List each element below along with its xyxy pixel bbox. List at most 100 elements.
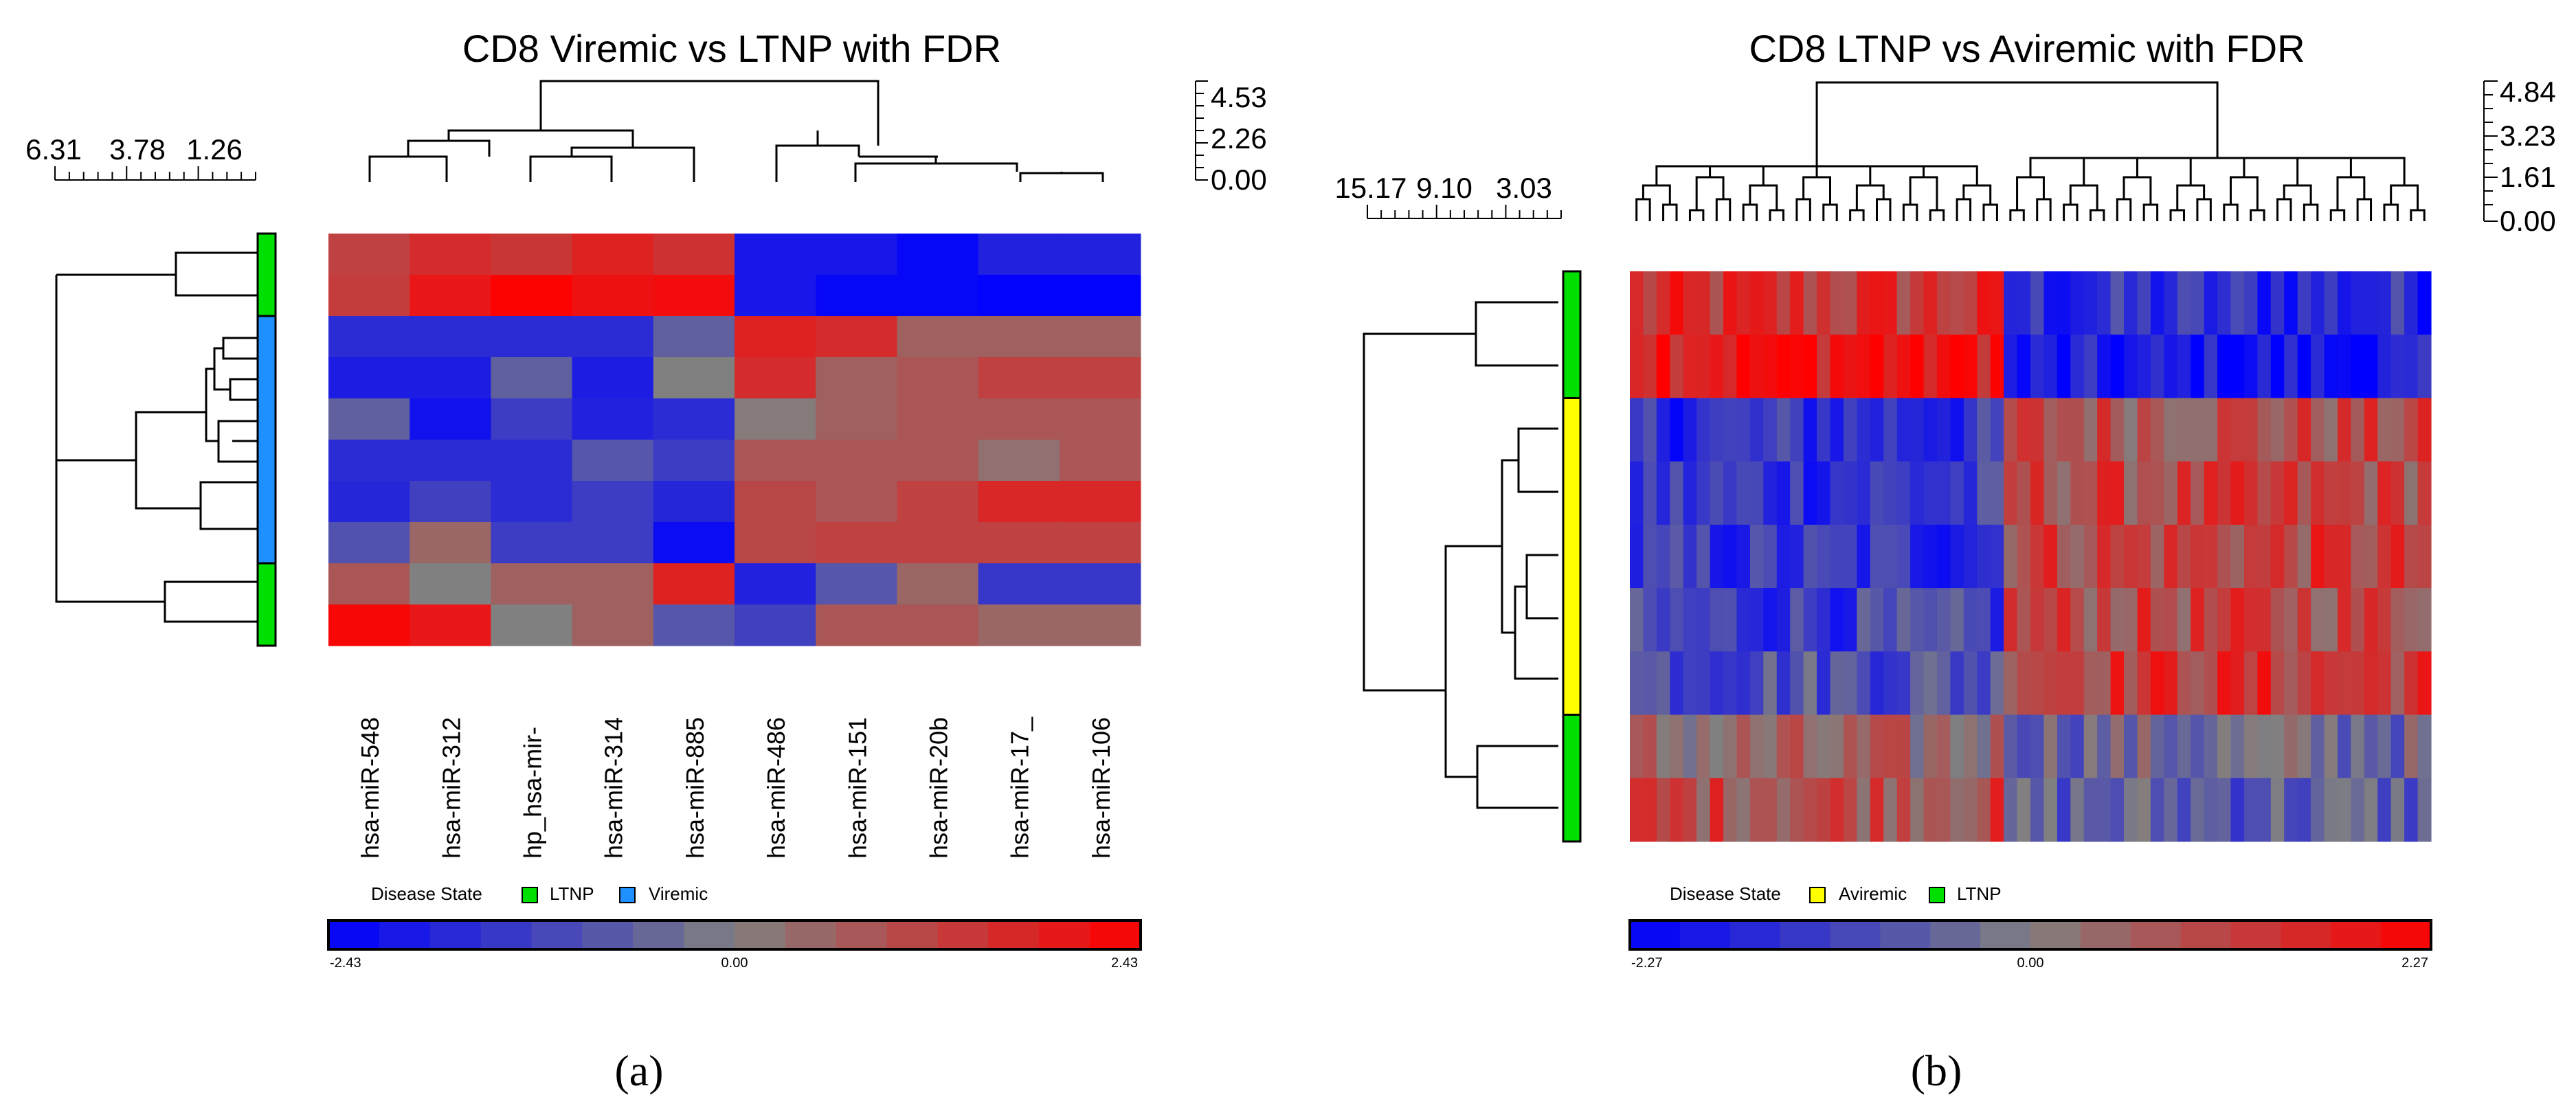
heatmap-cell [1736, 778, 1751, 842]
colorbar-step [1830, 920, 1881, 949]
heatmap-cell [1870, 588, 1884, 652]
heatmap-cell [2364, 524, 2378, 589]
panel-a-column-scale-tick: 2.26 [1211, 122, 1267, 155]
heatmap-cell [1817, 335, 1831, 398]
legend-swatch-aviremic [1809, 887, 1826, 903]
colorbar-step [2381, 920, 2432, 949]
heatmap-cell [1963, 651, 1978, 716]
heatmap-cell [2364, 588, 2378, 652]
heatmap-cell [2311, 714, 2325, 779]
heatmap-cell [2364, 335, 2378, 398]
heatmap-cell [1963, 461, 1978, 525]
heatmap-cell [2217, 461, 2232, 525]
heatmap-cell [1776, 714, 1791, 779]
heatmap-cell [1817, 651, 1831, 716]
heatmap-cell [2404, 271, 2419, 335]
heatmap-cell [2124, 271, 2138, 335]
heatmap-cell [735, 234, 816, 275]
heatmap-cell [328, 563, 410, 605]
heatmap-cell [2004, 588, 2018, 652]
heatmap-cell [1763, 651, 1778, 716]
heatmap-cell [2004, 398, 2018, 462]
heatmap-cell [1950, 651, 1964, 716]
heatmap-cell [978, 234, 1060, 275]
heatmap-cell [1736, 714, 1751, 779]
heatmap-cell [2204, 271, 2218, 335]
heatmap-cell [2004, 524, 2018, 589]
heatmap-cell [1723, 714, 1738, 779]
heatmap-cell [1790, 651, 1804, 716]
heatmap-cell [2191, 651, 2205, 716]
heatmap-cell [2257, 461, 2272, 525]
heatmap-cell [1963, 778, 1978, 842]
heatmap-cell [1670, 461, 1684, 525]
heatmap-cell [1059, 440, 1141, 482]
heatmap-cell [2191, 524, 2205, 589]
heatmap-cell [491, 275, 573, 317]
heatmap-cell [2057, 778, 2071, 842]
heatmap-cell [1936, 588, 1951, 652]
heatmap-cell [1977, 714, 1991, 779]
heatmap-cell [978, 440, 1060, 482]
panel-b-column-scale-tick: 4.84 [2500, 76, 2556, 108]
heatmap-cell [2270, 398, 2285, 462]
heatmap-cell [2337, 588, 2351, 652]
heatmap-cell [2404, 461, 2419, 525]
column-label: hsa-miR-17_ [1006, 716, 1034, 859]
heatmap-cell [1059, 357, 1141, 399]
heatmap-cell [2230, 524, 2245, 589]
heatmap-cell [2124, 588, 2138, 652]
heatmap-cell [2204, 714, 2218, 779]
heatmap-cell [1736, 335, 1751, 398]
heatmap-cell [1910, 651, 1925, 716]
heatmap-cell [2191, 335, 2205, 398]
heatmap-cell [2390, 271, 2405, 335]
heatmap-cell [2070, 778, 2085, 842]
group-sidebar-cell [258, 481, 276, 523]
column-label: hsa-miR-548 [356, 717, 384, 859]
heatmap-cell [2191, 778, 2205, 842]
heatmap-cell [1910, 271, 1925, 335]
heatmap-cell [2043, 714, 2058, 779]
heatmap-cell [1059, 316, 1141, 358]
heatmap-cell [1696, 335, 1711, 398]
panel-b-legend: Disease State Aviremic LTNP [1670, 883, 2002, 904]
heatmap-cell [1950, 398, 1964, 462]
heatmap-cell [1990, 714, 2004, 779]
heatmap-cell [1710, 398, 1724, 462]
heatmap-cell [2030, 778, 2045, 842]
heatmap-cell [1790, 778, 1804, 842]
heatmap-cell [2404, 335, 2419, 398]
heatmap-cell [2150, 335, 2164, 398]
heatmap-cell [2204, 651, 2218, 716]
heatmap-cell [1830, 778, 1844, 842]
heatmap-cell [1749, 398, 1764, 462]
heatmap-cell [1936, 461, 1951, 525]
heatmap-cell [2110, 271, 2125, 335]
heatmap-cell [1883, 461, 1898, 525]
heatmap-cell [2083, 778, 2098, 842]
heatmap-cell [2070, 588, 2085, 652]
heatmap-cell [410, 440, 491, 482]
colorbar-step [2281, 920, 2331, 949]
heatmap-cell [328, 234, 410, 275]
heatmap-cell [328, 440, 410, 482]
heatmap-cell [1723, 398, 1738, 462]
heatmap-cell [2004, 651, 2018, 716]
heatmap-cell [2230, 651, 2245, 716]
panel-b-heatmap [1630, 271, 2432, 842]
colorbar-step [1980, 920, 2031, 949]
heatmap-cell [2417, 271, 2432, 335]
heatmap-cell [1830, 398, 1844, 462]
heatmap-cell [2404, 524, 2419, 589]
heatmap-cell [1990, 588, 2004, 652]
group-sidebar-cell [258, 522, 276, 564]
heatmap-cell [897, 275, 979, 317]
heatmap-cell [2191, 461, 2205, 525]
heatmap-cell [1630, 714, 1644, 779]
colorbar-step [2180, 920, 2231, 949]
heatmap-cell [978, 316, 1060, 358]
heatmap-cell [1803, 651, 1817, 716]
group-sidebar-cell [258, 563, 276, 605]
heatmap-cell [2297, 335, 2311, 398]
